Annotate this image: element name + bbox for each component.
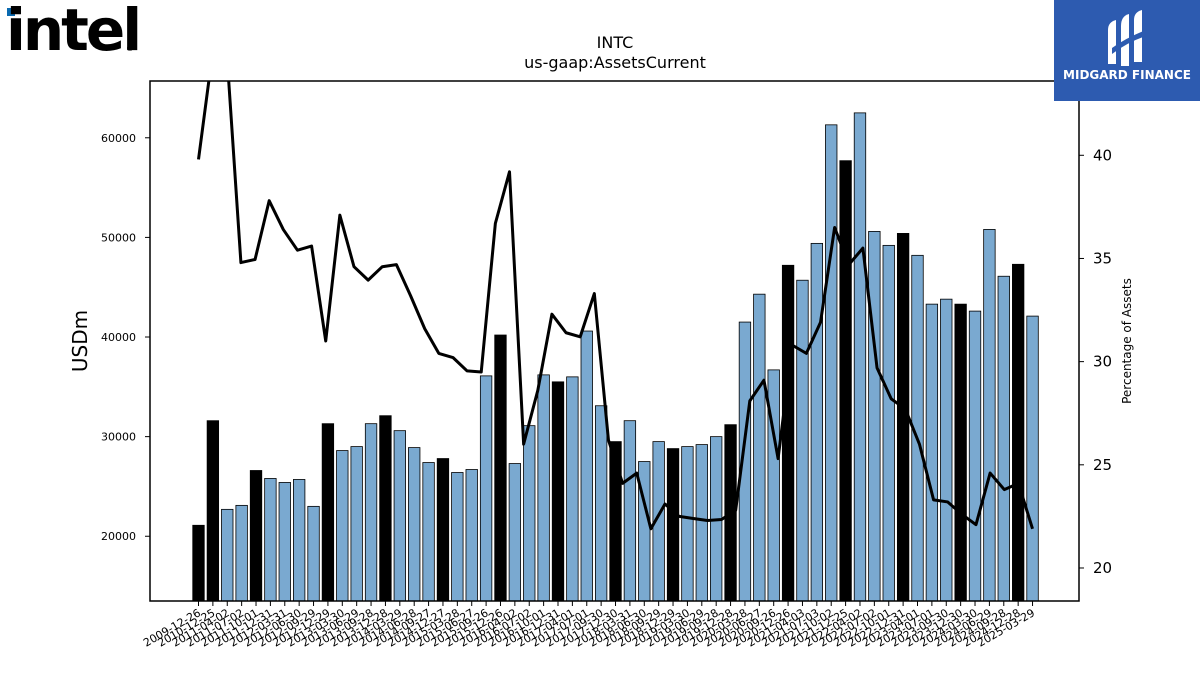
y2-tick-label: 20 bbox=[1093, 559, 1112, 577]
bar bbox=[293, 479, 306, 602]
bar bbox=[422, 462, 435, 602]
bar bbox=[278, 482, 291, 602]
bar bbox=[681, 446, 694, 602]
bar-series bbox=[192, 112, 1039, 602]
bar bbox=[221, 508, 234, 602]
bar bbox=[508, 463, 522, 602]
y-tick-label: 40000 bbox=[101, 331, 136, 344]
bar bbox=[364, 423, 378, 602]
bar bbox=[307, 505, 320, 602]
bar bbox=[666, 448, 680, 602]
y2-tick-label: 25 bbox=[1093, 456, 1112, 474]
bar bbox=[594, 405, 608, 602]
intel-wordmark: intel bbox=[6, 0, 142, 64]
bar bbox=[379, 415, 392, 602]
y2-tick-label: 40 bbox=[1093, 146, 1112, 164]
y-axis-label: USDm bbox=[68, 310, 92, 372]
line-series bbox=[197, 81, 1034, 531]
bar bbox=[954, 303, 967, 602]
plot-frame bbox=[149, 80, 1080, 602]
chart-title: INTC bbox=[597, 33, 634, 52]
bar bbox=[451, 472, 464, 602]
bar bbox=[839, 160, 852, 602]
bar bbox=[868, 231, 881, 602]
bar bbox=[796, 279, 809, 602]
bar bbox=[206, 420, 220, 602]
registered-mark: ® bbox=[126, 44, 134, 53]
bar bbox=[336, 450, 349, 602]
bar bbox=[566, 376, 579, 602]
y-tick-label: 60000 bbox=[101, 132, 136, 145]
bar bbox=[925, 303, 939, 602]
bar bbox=[825, 124, 838, 602]
bar bbox=[408, 447, 421, 602]
bar bbox=[580, 330, 593, 602]
midgard-finance-name: MIDGARD FINANCE bbox=[1063, 68, 1191, 82]
bar bbox=[753, 293, 766, 602]
right-axis-ticks: 20 25 30 35 40 bbox=[1079, 146, 1112, 577]
bar bbox=[436, 458, 450, 602]
intel-logo: intel ® bbox=[4, 0, 144, 64]
y2-axis-label: Percentage of Assets bbox=[1120, 278, 1134, 404]
y2-tick-label: 35 bbox=[1093, 249, 1112, 267]
bar bbox=[249, 470, 263, 602]
y2-tick-label: 30 bbox=[1093, 353, 1112, 371]
y-tick-label: 20000 bbox=[101, 530, 136, 543]
y-tick-label: 50000 bbox=[101, 231, 136, 244]
bar bbox=[523, 425, 536, 602]
bar bbox=[781, 264, 795, 602]
bar bbox=[192, 524, 205, 602]
y-tick-label: 30000 bbox=[101, 431, 136, 444]
bar bbox=[264, 478, 277, 602]
bar bbox=[537, 374, 550, 602]
bar bbox=[997, 275, 1010, 602]
bar bbox=[623, 420, 637, 602]
logo-dot-icon bbox=[7, 8, 15, 16]
bar bbox=[494, 334, 507, 602]
bar bbox=[479, 375, 493, 602]
midgard-finance-logo: MIDGARD FINANCE bbox=[1054, 0, 1200, 101]
midgard-mark-icon bbox=[1108, 10, 1146, 66]
bar bbox=[465, 469, 478, 602]
bar bbox=[321, 423, 335, 602]
bar bbox=[983, 229, 996, 602]
bar bbox=[551, 381, 565, 602]
bar bbox=[235, 504, 248, 602]
bar bbox=[882, 244, 895, 602]
left-axis-ticks: 20000 30000 40000 50000 60000 bbox=[101, 132, 150, 543]
bar bbox=[1026, 315, 1039, 602]
bar bbox=[393, 430, 406, 602]
bar bbox=[1012, 263, 1025, 602]
x-axis-ticks: 2009-12-262010-12-252011-04-022011-07-02… bbox=[141, 601, 1037, 650]
bar bbox=[940, 298, 953, 602]
bar bbox=[810, 242, 823, 602]
bar bbox=[350, 446, 363, 602]
chart-subtitle: us-gaap:AssetsCurrent bbox=[524, 53, 706, 72]
bar bbox=[968, 310, 982, 602]
pct-of-assets-line bbox=[197, 81, 1034, 531]
bar bbox=[853, 112, 867, 602]
bar bbox=[695, 444, 708, 602]
